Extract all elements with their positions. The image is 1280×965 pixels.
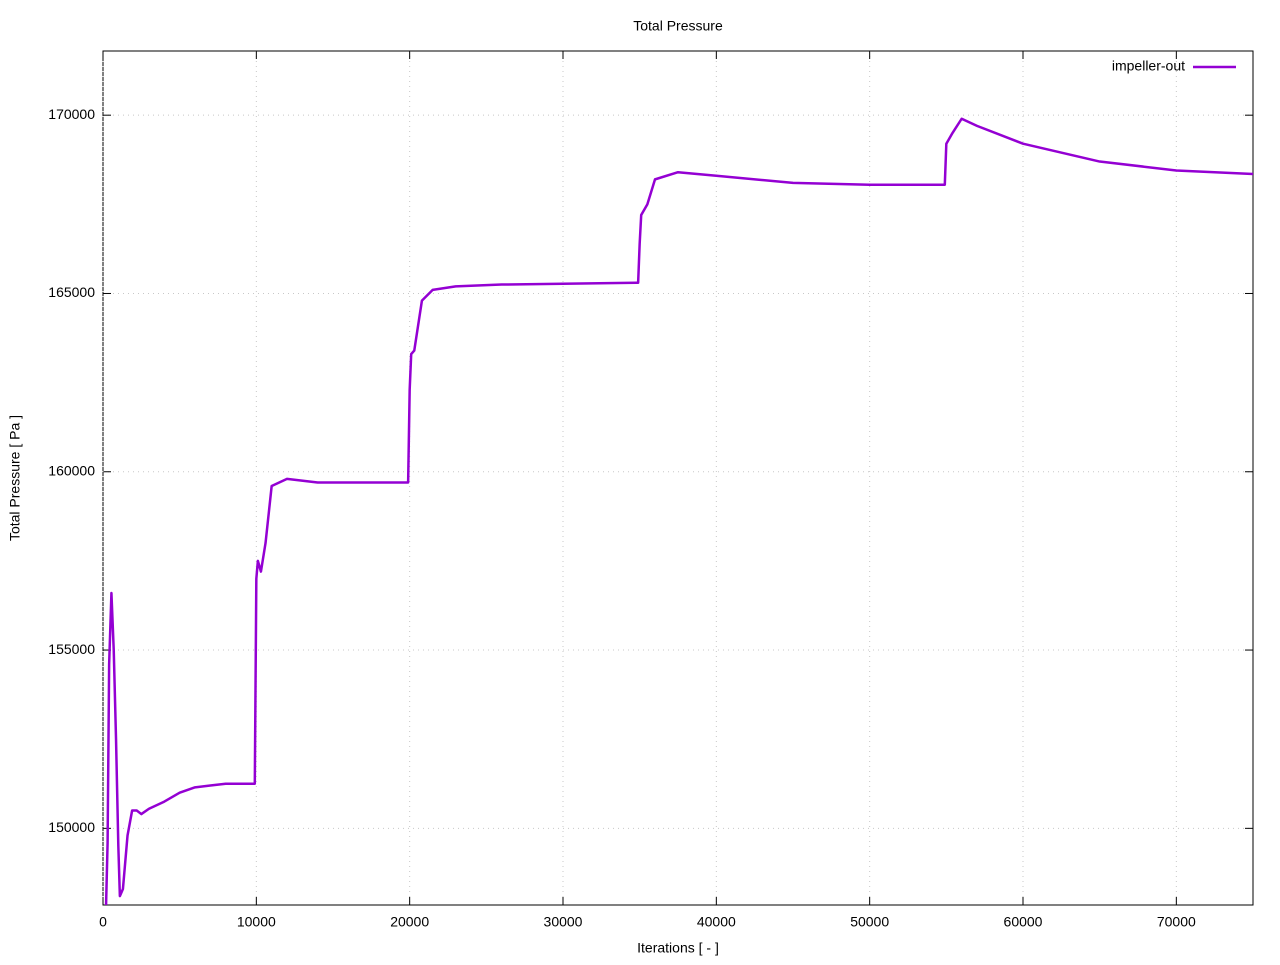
chart-title: Total Pressure (633, 18, 723, 34)
legend-label: impeller-out (1112, 58, 1185, 74)
plot-frame (102, 50, 1254, 906)
y-axis-label: Total Pressure [ Pa ] (7, 415, 23, 541)
y-tick-label: 170000 (48, 106, 95, 122)
y-tick-label: 150000 (48, 819, 95, 835)
x-tick-label: 50000 (850, 914, 889, 930)
y-tick-label: 155000 (48, 641, 95, 657)
x-tick-label: 10000 (237, 914, 276, 930)
x-axis-label: Iterations [ - ] (637, 940, 719, 956)
x-tick-label: 40000 (697, 914, 736, 930)
x-tick-label: 20000 (390, 914, 429, 930)
y-tick-label: 165000 (48, 284, 95, 300)
x-tick-label: 30000 (544, 914, 583, 930)
y-tick-label: 160000 (48, 462, 95, 478)
x-tick-label: 70000 (1157, 914, 1196, 930)
x-tick-label: 60000 (1004, 914, 1043, 930)
data-line (104, 117, 1254, 906)
x-tick-label: 0 (99, 914, 107, 930)
